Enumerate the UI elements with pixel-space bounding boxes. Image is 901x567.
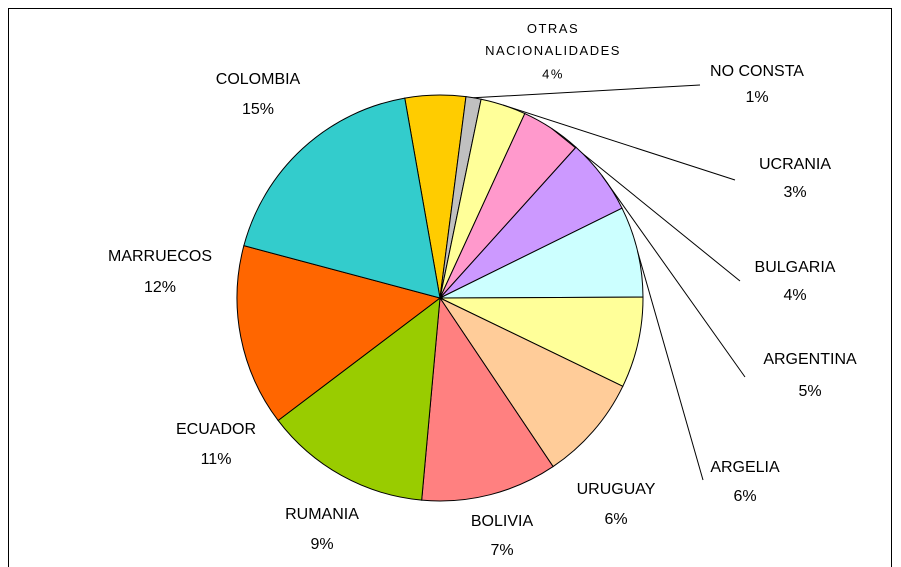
slice-label: ARGENTINA xyxy=(763,351,857,368)
slice-value-label: 12% xyxy=(144,279,176,296)
slice-value-label: 7% xyxy=(490,542,513,559)
slice-value-label: 3% xyxy=(783,184,806,201)
pie-slice xyxy=(277,296,441,501)
slice-label: OTRAS NACIONALIDADES xyxy=(485,21,621,58)
leader-line xyxy=(637,251,704,481)
slice-label: ARGELIA xyxy=(710,459,780,476)
leader-line xyxy=(503,104,736,181)
pie-slice xyxy=(438,296,624,468)
leader-line xyxy=(601,175,746,378)
slice-label: MARRUECOS xyxy=(108,248,212,265)
slice-label: BULGARIA xyxy=(755,259,836,276)
pie-slice xyxy=(243,97,441,299)
slice-label: NO CONSTA xyxy=(710,63,804,80)
slice-value-label: 1% xyxy=(745,89,768,106)
slice-label: COLOMBIA xyxy=(216,71,301,88)
slice-value-label: 9% xyxy=(310,536,333,553)
leader-line xyxy=(473,84,701,99)
slice-label: RUMANIA xyxy=(285,506,359,523)
slice-value-label: 4% xyxy=(783,287,806,304)
slice-value-label: 6% xyxy=(604,511,627,528)
slice-label: BOLIVIA xyxy=(471,513,534,530)
slice-value-label: 15% xyxy=(242,101,274,118)
slice-label: ECUADOR xyxy=(176,421,256,438)
slice-label: URUGUAY xyxy=(577,481,656,498)
slice-value-label: 6% xyxy=(733,488,756,505)
slice-label: UCRANIA xyxy=(759,156,831,173)
pie-slice xyxy=(236,245,442,422)
slice-value-label: 4% xyxy=(542,66,564,81)
slice-value-label: 5% xyxy=(798,383,821,400)
pie-slice xyxy=(421,296,554,502)
slice-value-label: 11% xyxy=(201,451,232,468)
